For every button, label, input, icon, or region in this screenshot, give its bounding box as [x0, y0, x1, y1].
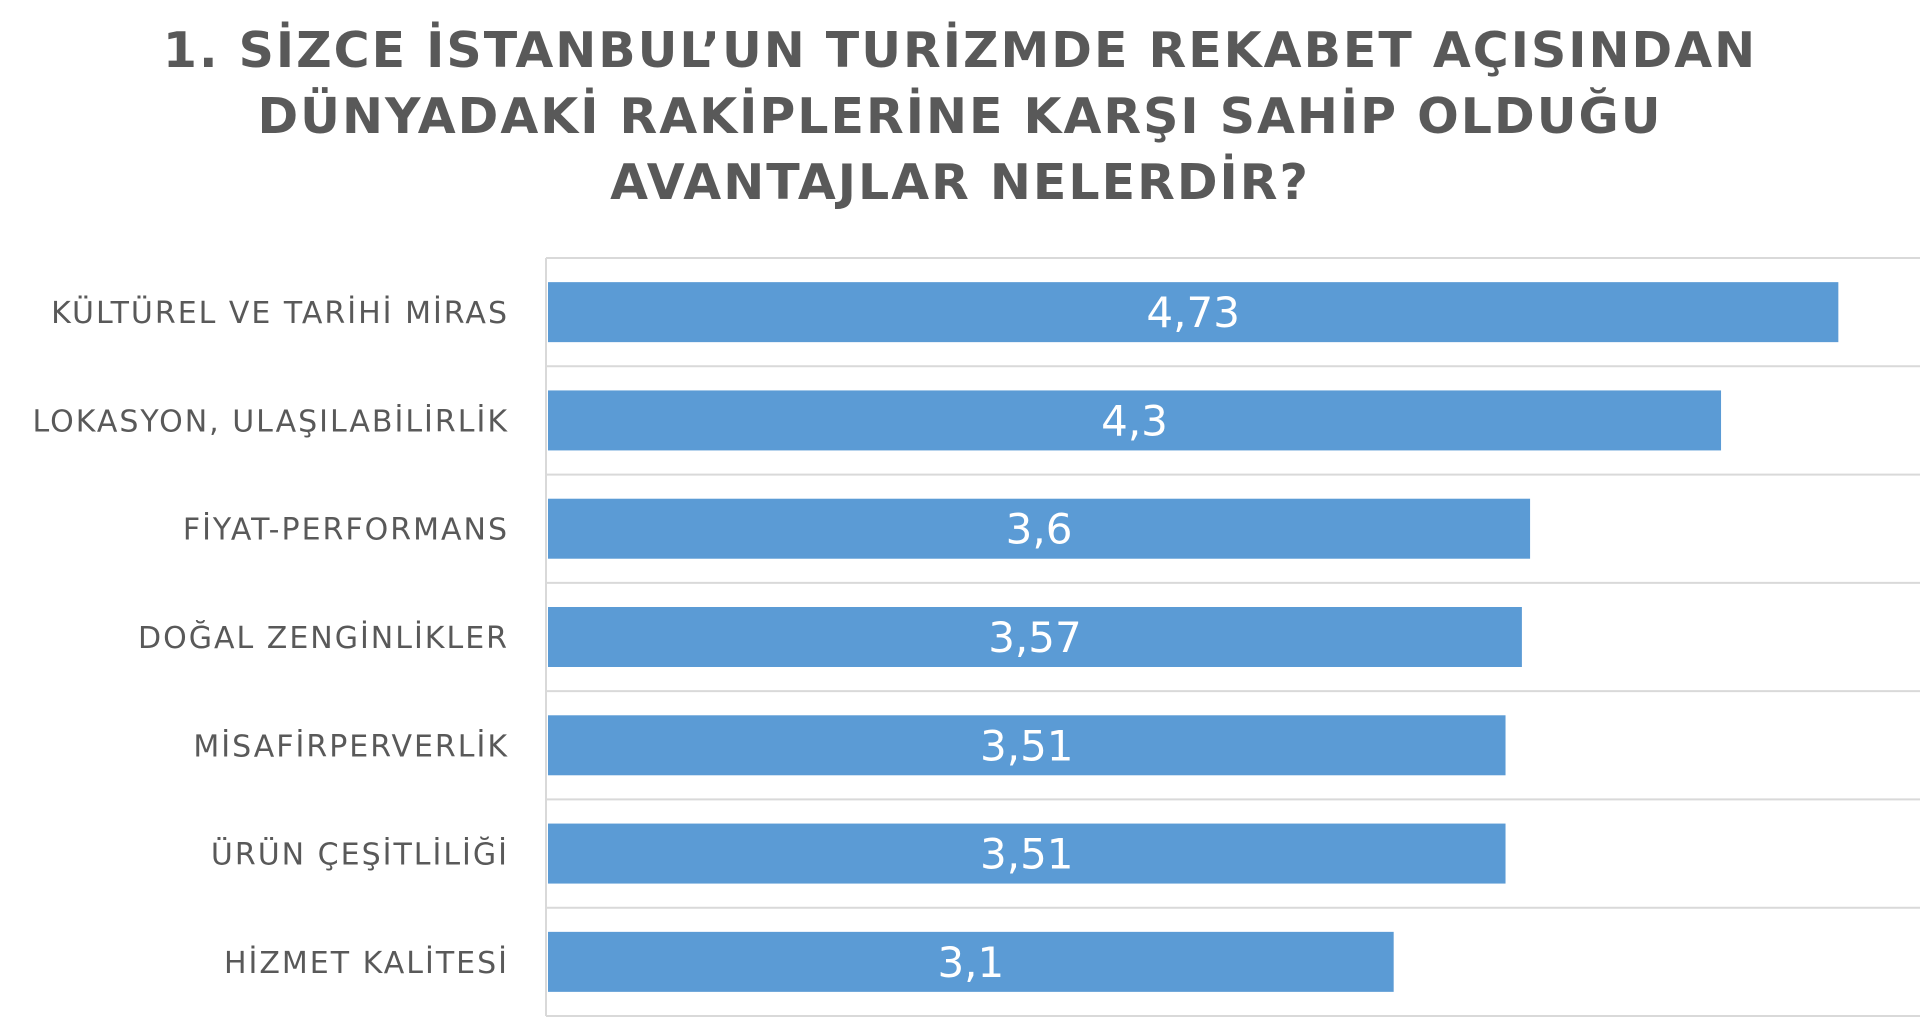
bar: [548, 931, 1394, 992]
data-label: 3,1: [937, 938, 1004, 987]
chart-title: 1. SİZCE İSTANBUL’UN TURİZMDE REKABET AÇ…: [0, 18, 1920, 216]
bar: [548, 823, 1506, 884]
chart-title-line-1: 1. SİZCE İSTANBUL’UN TURİZMDE REKABET AÇ…: [162, 22, 1758, 79]
chart-title-line-3: AVANTAJLAR NELERDİR?: [610, 154, 1310, 211]
category-label: ÜRÜN ÇEŞİTLİLİĞİ: [211, 836, 509, 873]
bar: [548, 715, 1506, 776]
category-label: LOKASYON, ULAŞILABİLİRLİK: [32, 403, 509, 439]
category-label: MİSAFİRPERVERLİK: [193, 728, 509, 764]
category-label: HİZMET KALİTESİ: [224, 945, 509, 981]
data-label: 4,73: [1146, 288, 1240, 337]
data-label: 3,51: [980, 721, 1074, 770]
category-label: KÜLTÜREL VE TARİHİ MİRAS: [51, 295, 509, 331]
bar: [548, 498, 1531, 559]
data-label: 3,6: [1006, 505, 1073, 554]
data-label: 3,57: [988, 613, 1082, 662]
bar: [548, 282, 1839, 343]
data-label: 4,3: [1101, 396, 1168, 445]
bar: [548, 390, 1722, 451]
chart-title-line-2: DÜNYADAKİ RAKİPLERİNE KARŞI SAHİP OLDUĞU: [257, 88, 1663, 145]
category-label: FİYAT-PERFORMANS: [183, 512, 509, 548]
bar: [548, 607, 1522, 667]
category-label: DOĞAL ZENGİNLİKLER: [138, 619, 509, 656]
data-label: 3,51: [980, 830, 1074, 879]
